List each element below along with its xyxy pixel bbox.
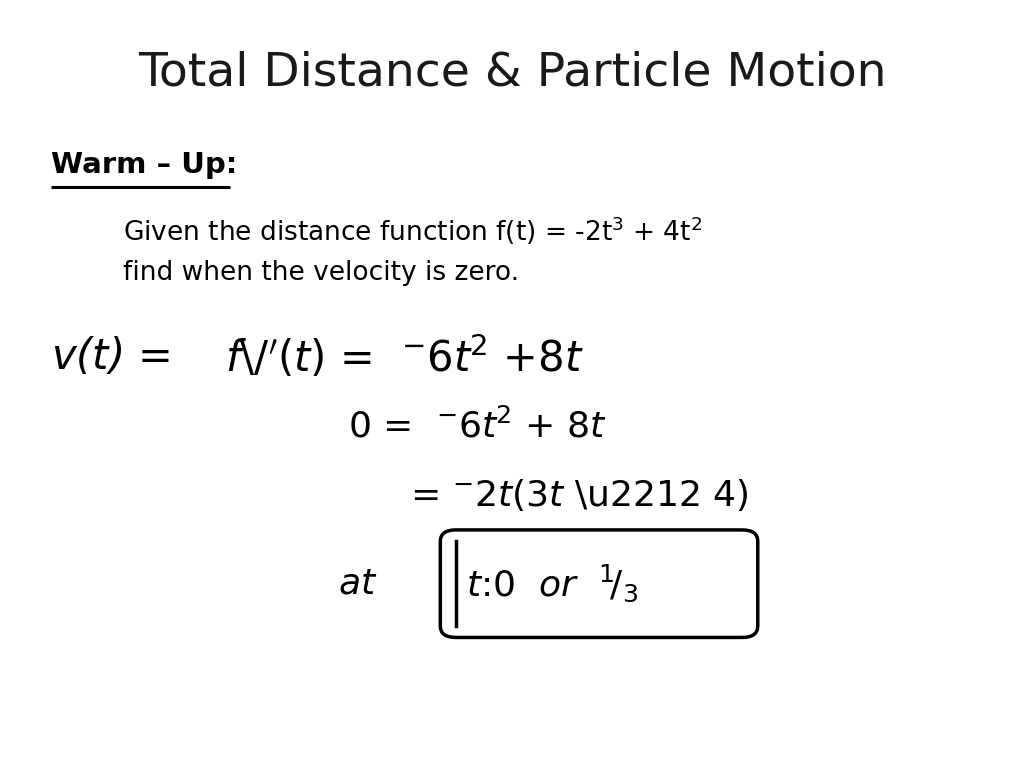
Text: $\mathit{at}$: $\mathit{at}$	[338, 567, 377, 601]
FancyBboxPatch shape	[440, 530, 758, 637]
Text: Given the distance function f(t) = -2t$^3$ + 4t$^2$: Given the distance function f(t) = -2t$^…	[123, 214, 702, 247]
Text: Total Distance & Particle Motion: Total Distance & Particle Motion	[138, 51, 886, 95]
Text: $\mathit{v}$($\mathit{t}$) =: $\mathit{v}$($\mathit{t}$) =	[51, 336, 170, 378]
Text: Warm – Up:: Warm – Up:	[51, 151, 238, 179]
Text: $\mathit{f}$\/$'$($\mathit{t}$) =  $^{-}$6$\mathit{t}$$^{2}$ +8$\mathit{t}$: $\mathit{f}$\/$'$($\mathit{t}$) = $^{-}$…	[225, 333, 584, 381]
Text: 0 =  $^{-}$6$\mathit{t}$$^{2}$ + 8$\mathit{t}$: 0 = $^{-}$6$\mathit{t}$$^{2}$ + 8$\mathi…	[348, 408, 606, 445]
Text: find when the velocity is zero.: find when the velocity is zero.	[123, 260, 519, 286]
Text: = $^{-}$2$\mathit{t}$(3$\mathit{t}$ \u2212 4): = $^{-}$2$\mathit{t}$(3$\mathit{t}$ \u22…	[410, 478, 749, 513]
Text: $\mathit{t}$:$\mathit{0}$  $\mathit{or}$  $^1\!/_3$: $\mathit{t}$:$\mathit{0}$ $\mathit{or}$ …	[466, 563, 638, 604]
